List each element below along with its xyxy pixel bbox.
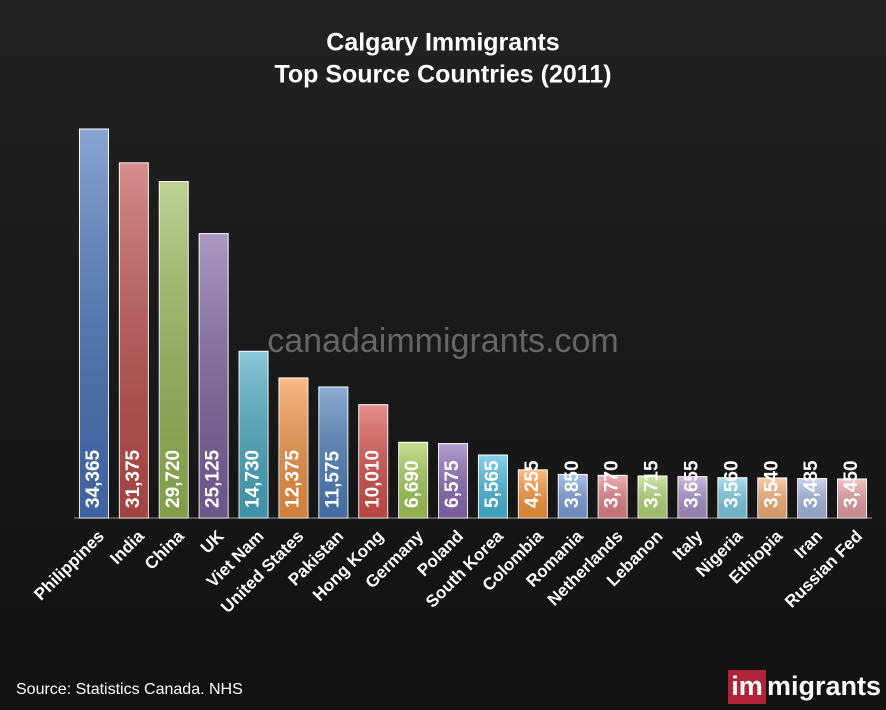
value-label: 3,485 [801, 460, 822, 508]
chart-subtitle: Top Source Countries (2011) [274, 61, 611, 89]
bar-shine [638, 475, 668, 518]
value-label: 3,450 [841, 460, 862, 508]
bar-shine [79, 129, 109, 518]
value-label: 34,365 [83, 449, 104, 508]
value-label: 3,655 [681, 460, 702, 508]
bar-shine [677, 476, 707, 518]
logo-box [728, 670, 766, 704]
chart-title: Calgary Immigrants [326, 29, 559, 57]
value-label: 3,770 [602, 460, 623, 508]
bar-shine [318, 386, 348, 518]
bar-shine [199, 233, 229, 518]
watermark: canadaimmigrants.com [267, 322, 618, 360]
value-label: 31,375 [123, 449, 144, 508]
value-label: 6,690 [402, 460, 423, 508]
bar-shine [797, 478, 827, 518]
value-label: 12,375 [282, 449, 303, 508]
bar-shine [518, 469, 548, 518]
bar-shine [278, 377, 308, 518]
bar-shine [398, 442, 428, 518]
logo-suffix: migrants [767, 671, 881, 701]
value-label: 3,560 [721, 460, 742, 508]
value-label: 4,255 [522, 460, 543, 508]
bar-shine [598, 475, 628, 518]
value-label: 3,850 [562, 460, 583, 508]
value-label: 6,575 [442, 460, 463, 508]
bar-shine [558, 474, 588, 518]
value-label: 25,125 [203, 449, 224, 508]
bar-shine [239, 351, 269, 518]
value-label: 3,540 [761, 460, 782, 508]
logo-prefix: im [731, 671, 763, 701]
value-label: 14,730 [243, 450, 264, 508]
bar-shine [358, 404, 388, 518]
value-label: 5,565 [482, 460, 503, 508]
value-label: 11,575 [322, 451, 343, 508]
bar-shine [119, 162, 149, 519]
bar-shine [159, 181, 189, 518]
value-label: 3,715 [642, 460, 663, 508]
bar-shine [478, 455, 508, 518]
value-label: 10,010 [362, 450, 383, 508]
bar-shine [757, 477, 787, 518]
value-label: 29,720 [163, 450, 184, 508]
bar-shine [717, 477, 747, 518]
bar-shine [837, 478, 867, 518]
source: Source: Statistics Canada. NHS [16, 681, 243, 698]
bar-shine [438, 443, 468, 518]
